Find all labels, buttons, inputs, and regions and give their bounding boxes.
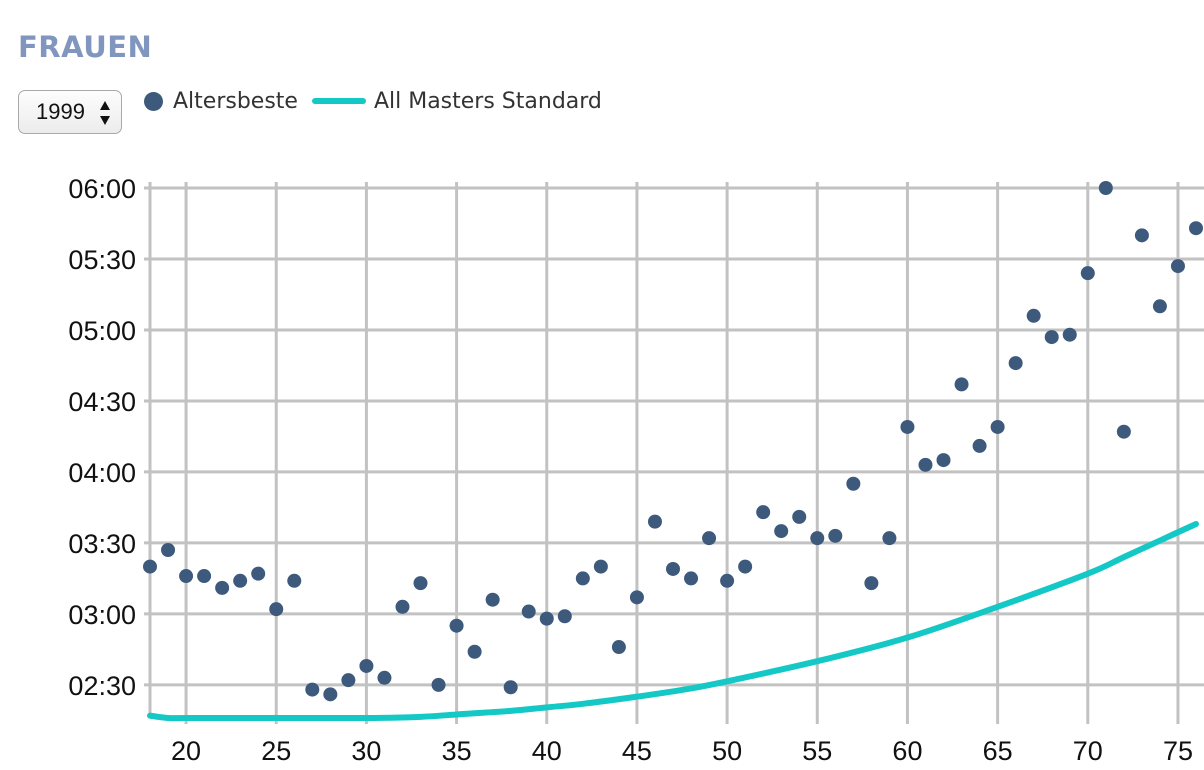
data-point-altersbeste (629, 590, 644, 605)
data-point-altersbeste (684, 571, 699, 586)
data-point-altersbeste (756, 505, 771, 520)
data-point-altersbeste (557, 609, 572, 624)
data-point-altersbeste (1044, 330, 1059, 345)
data-point-altersbeste (1134, 228, 1149, 243)
legend-label-altersbeste: Altersbeste (173, 88, 298, 114)
x-tick-label: 65 (983, 736, 1013, 766)
data-point-altersbeste (413, 576, 428, 591)
x-tick-label: 75 (1163, 736, 1193, 766)
data-point-altersbeste (900, 419, 915, 434)
data-point-altersbeste (377, 670, 392, 685)
up-down-chevron-icon (100, 101, 110, 125)
y-tick-label: 04:00 (68, 458, 136, 488)
data-point-altersbeste (143, 559, 157, 574)
data-point-altersbeste (341, 673, 356, 688)
data-point-altersbeste (720, 573, 735, 588)
data-point-altersbeste (323, 687, 338, 702)
data-point-altersbeste (936, 453, 951, 468)
data-point-altersbeste (431, 677, 446, 692)
data-point-altersbeste (269, 602, 284, 617)
data-point-altersbeste (395, 599, 410, 614)
data-point-altersbeste (1098, 181, 1113, 195)
data-point-altersbeste (521, 604, 536, 619)
data-point-altersbeste (882, 531, 897, 546)
legend-line-icon (311, 98, 366, 104)
data-point-altersbeste (1080, 266, 1095, 281)
legend-dot-icon (144, 91, 163, 111)
chart-grid (144, 182, 1204, 724)
data-point-altersbeste (1189, 221, 1203, 236)
data-point-altersbeste (215, 580, 230, 595)
data-point-altersbeste (1116, 424, 1131, 439)
data-point-altersbeste (161, 543, 176, 558)
data-point-altersbeste (1008, 356, 1023, 371)
data-point-altersbeste (179, 569, 194, 584)
x-tick-label: 60 (892, 736, 922, 766)
year-select-value: 1999 (36, 99, 85, 124)
y-tick-label: 03:00 (68, 600, 136, 630)
series-line-all-masters-standard (147, 520, 1199, 722)
y-tick-label: 02:30 (68, 671, 136, 701)
y-tick-label: 06:00 (68, 174, 136, 204)
data-point-altersbeste (972, 438, 987, 453)
data-point-altersbeste (647, 514, 662, 529)
x-tick-label: 30 (351, 736, 381, 766)
page-title: FRAUEN (18, 30, 153, 64)
axis-tick-labels: 02:30 03:00 03:30 04:00 04:30 05:00 05:30 06:00… (68, 174, 1193, 766)
data-point-altersbeste (1062, 327, 1077, 342)
data-point-altersbeste (738, 559, 753, 574)
data-point-altersbeste (828, 528, 843, 543)
data-point-altersbeste (846, 476, 861, 491)
data-point-altersbeste (666, 561, 680, 576)
data-point-altersbeste (485, 592, 500, 607)
x-tick-label: 25 (261, 736, 291, 766)
data-point-altersbeste (702, 531, 717, 546)
x-tick-label: 35 (442, 736, 472, 766)
data-point-altersbeste (593, 559, 608, 574)
data-point-altersbeste (990, 419, 1005, 434)
x-tick-label: 55 (802, 736, 832, 766)
data-point-altersbeste (539, 611, 554, 626)
data-point-altersbeste (1026, 308, 1041, 323)
data-point-altersbeste (792, 509, 807, 524)
y-tick-label: 05:00 (68, 316, 136, 346)
data-point-altersbeste (197, 569, 212, 584)
data-point-altersbeste (954, 377, 969, 392)
data-point-altersbeste (233, 573, 248, 588)
data-point-altersbeste (467, 644, 482, 659)
points-layer (143, 181, 1203, 702)
y-tick-label: 03:30 (68, 529, 136, 559)
data-point-altersbeste (1152, 299, 1167, 314)
year-select[interactable]: 1999 (18, 90, 122, 134)
x-tick-label: 50 (712, 736, 742, 766)
y-tick-label: 05:30 (68, 245, 136, 275)
data-point-altersbeste (810, 531, 825, 546)
data-point-altersbeste (359, 658, 374, 673)
data-point-altersbeste (305, 682, 320, 697)
data-point-altersbeste (503, 680, 518, 695)
data-point-altersbeste (918, 457, 933, 472)
x-tick-label: 70 (1073, 736, 1103, 766)
x-tick-label: 20 (171, 736, 201, 766)
data-point-altersbeste (449, 618, 464, 633)
y-tick-label: 04:30 (68, 387, 136, 417)
legend-label-all-masters-standard: All Masters Standard (373, 88, 602, 114)
data-point-altersbeste (611, 640, 626, 655)
x-tick-label: 40 (532, 736, 562, 766)
data-point-altersbeste (1170, 259, 1185, 274)
data-point-altersbeste (864, 576, 879, 591)
data-point-altersbeste (287, 573, 302, 588)
standard-line-layer (147, 520, 1199, 722)
data-point-altersbeste (575, 571, 590, 586)
data-point-altersbeste (251, 566, 266, 581)
x-tick-label: 45 (622, 736, 652, 766)
chart-legend: Altersbeste All Masters Standard (144, 86, 602, 116)
data-point-altersbeste (774, 524, 789, 539)
